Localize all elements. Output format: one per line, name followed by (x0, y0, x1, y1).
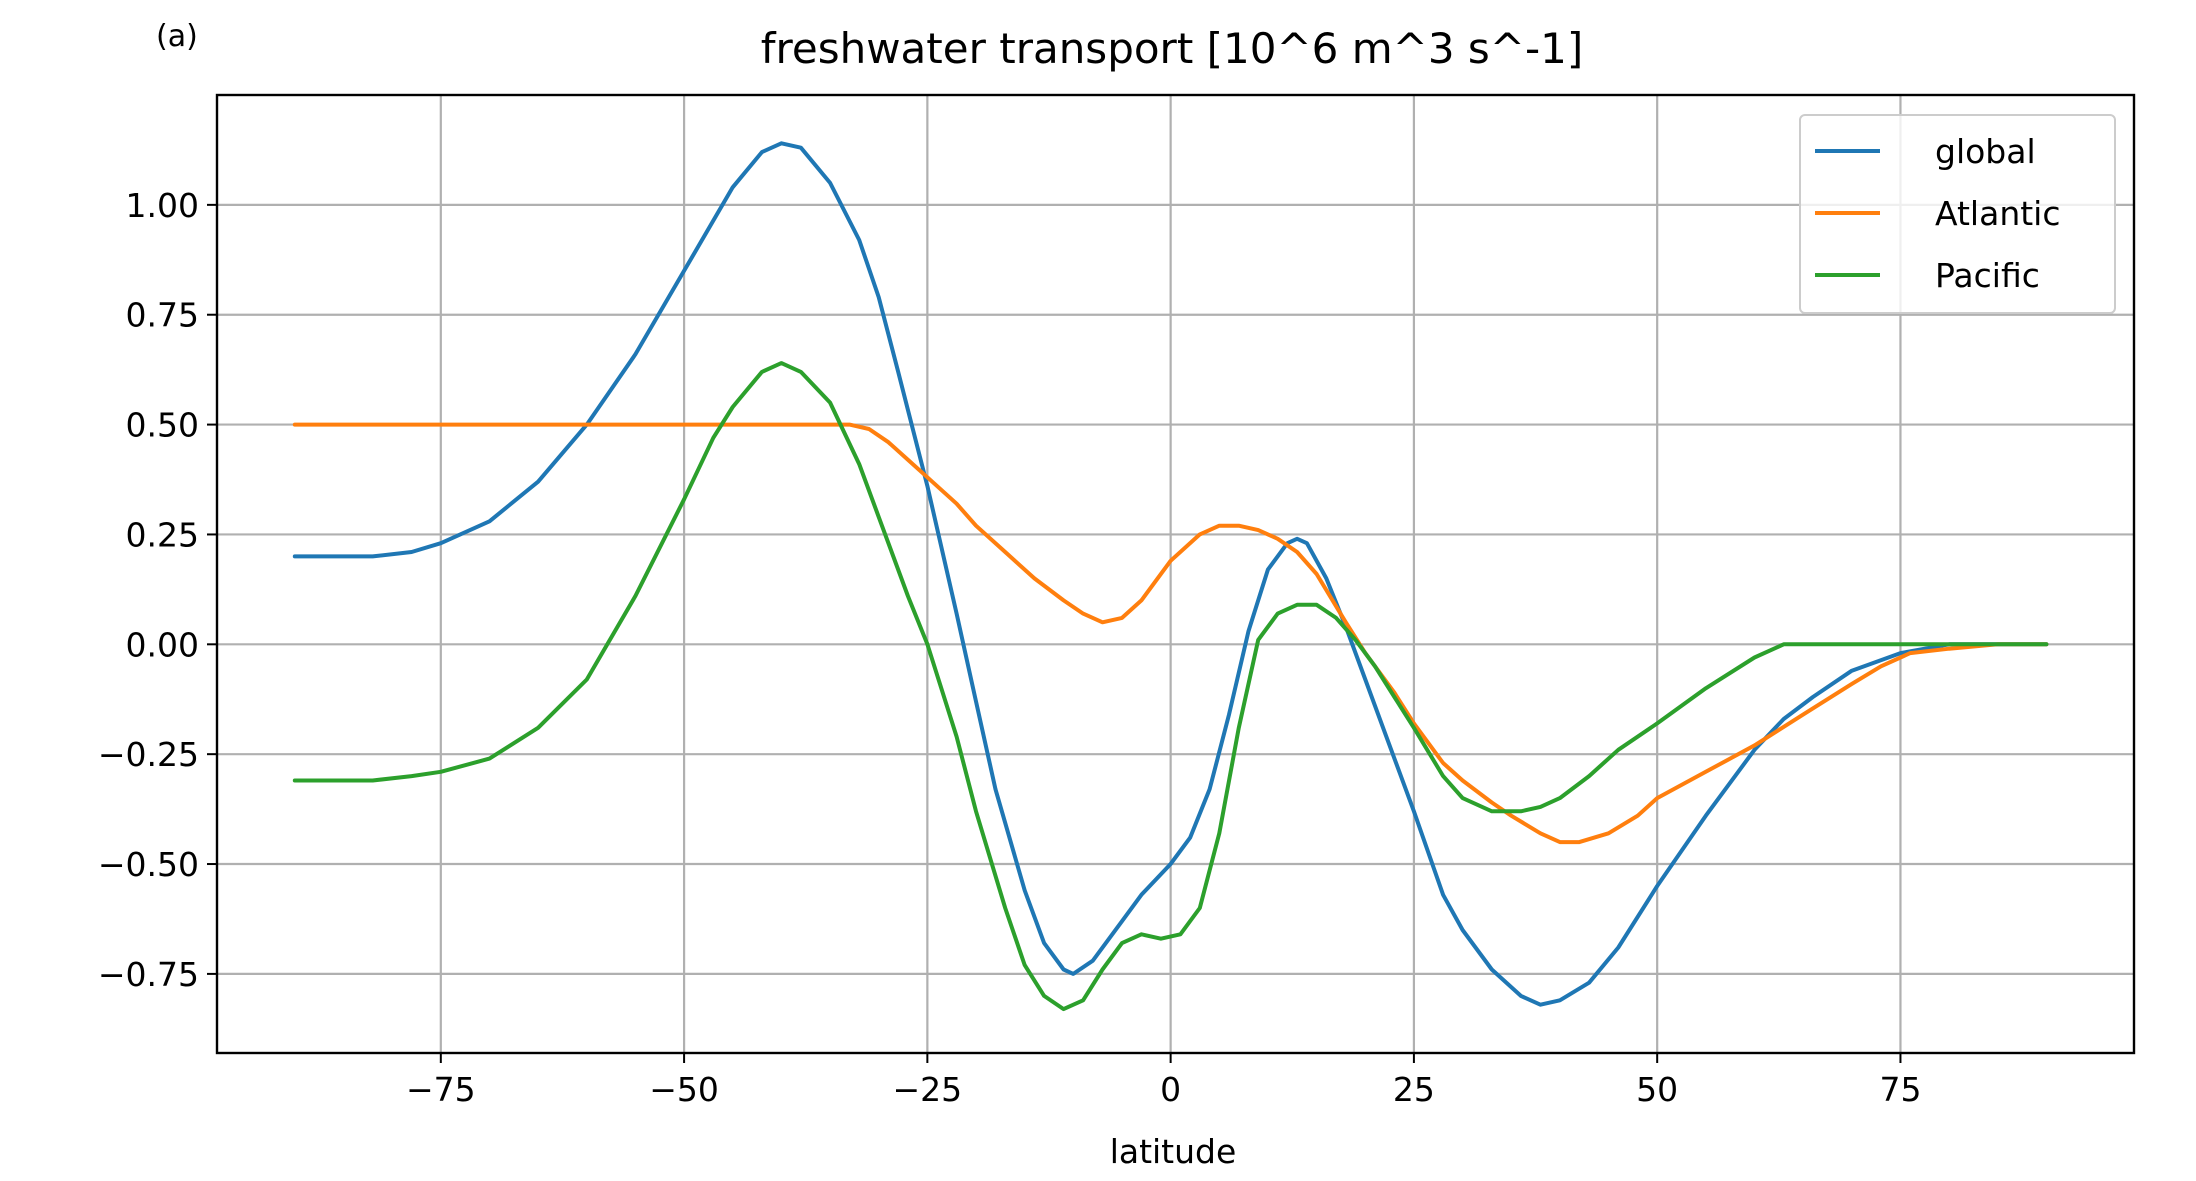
y-tick-label: 0.50 (126, 406, 199, 445)
x-tick-label: −25 (893, 1070, 963, 1109)
series-line-pacific (292, 361, 2049, 1012)
x-tick-label: 0 (1160, 1070, 1181, 1109)
legend-label-atlantic: Atlantic (1935, 194, 2061, 233)
y-tick-label: 1.00 (126, 186, 199, 225)
y-tick-label: −0.50 (98, 845, 199, 884)
x-tick-label: 25 (1393, 1070, 1435, 1109)
chart-title: freshwater transport [10^6 m^3 s^-1] (761, 24, 1584, 73)
series-line-atlantic (292, 422, 2049, 845)
legend-label-global: global (1935, 132, 2036, 171)
legend-label-pacific: Pacific (1935, 256, 2040, 295)
y-tick-label: 0.00 (126, 625, 199, 664)
panel-label: (a) (156, 19, 198, 54)
y-tick-label: −0.25 (98, 735, 199, 774)
series-lines (292, 141, 2049, 1012)
series-line-global (292, 141, 2049, 1007)
legend: global Atlantic Pacific (1799, 114, 2116, 314)
y-tick-label: −0.75 (98, 955, 199, 994)
grid-lines (217, 95, 2134, 1053)
y-tick-label: 0.25 (126, 515, 199, 554)
plot-frame (215, 93, 2136, 1055)
legend-box (1799, 114, 2116, 314)
x-tick-label: −75 (406, 1070, 476, 1109)
axis-ticks: −75 −50 −25 0 25 50 75 −0.75 −0.50 −0.25 0.00 0.25 0… (98, 186, 1922, 1109)
x-tick-label: 50 (1636, 1070, 1678, 1109)
x-tick-label: 75 (1879, 1070, 1921, 1109)
y-tick-label: 0.75 (126, 296, 199, 335)
x-tick-label: −50 (649, 1070, 719, 1109)
x-axis-title: latitude (1110, 1132, 1237, 1171)
